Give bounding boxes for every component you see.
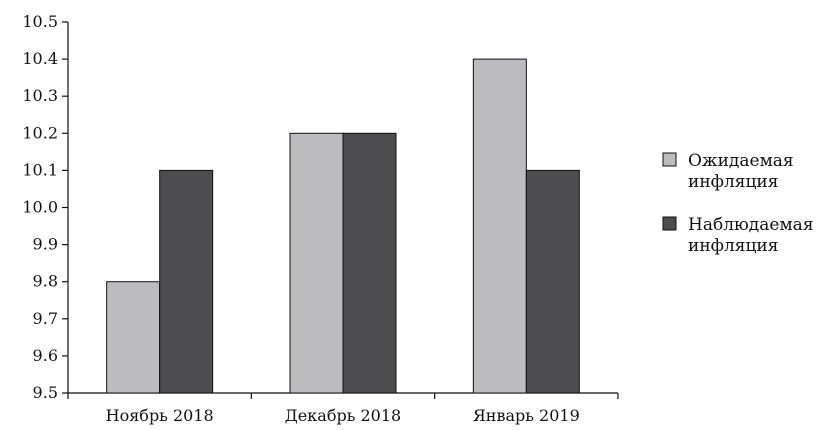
x-category-label: Январь 2019 xyxy=(473,406,580,425)
y-tick-label: 10.2 xyxy=(22,123,58,142)
y-axis: 9.5 9.6 9.7 9.8 9.9 10.0 10.1 10.2 10.3 10.4 10.5 xyxy=(22,12,69,402)
y-tick-label: 9.5 xyxy=(33,383,58,402)
legend-label: инфляция xyxy=(688,236,778,256)
bars xyxy=(106,58,580,394)
y-tick-label: 10.3 xyxy=(22,86,58,105)
x-category-label: Декабрь 2018 xyxy=(285,406,401,425)
legend-swatch xyxy=(662,152,677,167)
y-tick-label: 9.6 xyxy=(33,346,58,365)
x-axis: Ноябрь 2018 Декабрь 2018 Январь 2019 xyxy=(67,392,619,425)
bar-observed xyxy=(159,169,214,394)
bar-expected xyxy=(106,281,161,394)
bar-expected xyxy=(472,58,527,394)
legend-label: Ожидаемая xyxy=(688,151,794,171)
bar-observed xyxy=(525,169,580,394)
legend-swatch xyxy=(662,216,677,231)
bar-expected xyxy=(289,132,344,394)
y-tick-label: 10.0 xyxy=(22,198,58,217)
legend-label: Наблюдаемая xyxy=(688,215,814,235)
legend-label: инфляция xyxy=(688,172,778,192)
y-tick-label: 9.8 xyxy=(33,272,58,291)
y-tick-label: 9.7 xyxy=(33,309,58,328)
y-tick-label: 10.5 xyxy=(22,12,58,31)
y-tick-label: 10.1 xyxy=(22,160,58,179)
y-tick-label: 9.9 xyxy=(33,235,58,254)
x-category-label: Ноябрь 2018 xyxy=(106,406,214,425)
bar-observed xyxy=(342,132,397,394)
y-tick-label: 10.4 xyxy=(22,49,58,68)
